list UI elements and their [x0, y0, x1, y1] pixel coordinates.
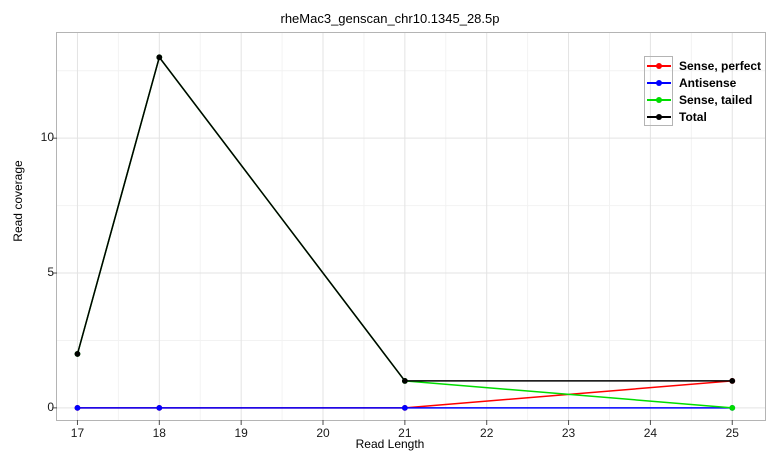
legend-line-marker-icon — [645, 108, 673, 125]
data-point — [156, 54, 163, 61]
x-tick-label: 17 — [70, 426, 85, 440]
x-tick-label: 21 — [398, 426, 412, 440]
x-tick-label: 24 — [643, 426, 658, 440]
x-tick-label: 20 — [316, 426, 330, 440]
legend-line-marker-icon — [645, 74, 673, 91]
legend-item: Sense, tailed — [645, 91, 761, 108]
series-antisense — [74, 404, 736, 411]
legend-item-label: Sense, tailed — [679, 92, 753, 107]
x-tick-label: 22 — [480, 426, 494, 440]
data-point — [74, 404, 81, 411]
data-point — [729, 377, 736, 384]
y-axis-tick-labels: 0 5 10 — [8, 0, 54, 460]
data-point — [401, 404, 408, 411]
axis-tick-marks — [52, 137, 733, 425]
legend-item-label: Antisense — [679, 75, 737, 90]
x-tick-label: 25 — [725, 426, 739, 440]
data-series-group — [74, 54, 736, 411]
legend-item-label: Sense, perfect — [679, 58, 762, 73]
chart-title: rheMac3_genscan_chr10.1345_28.5p — [280, 11, 500, 26]
legend-line-marker-icon — [645, 57, 673, 74]
legend: Sense, perfect Antisense Sense, tailed Tota… — [645, 57, 761, 125]
x-tick-label: 19 — [234, 426, 248, 440]
data-point — [156, 404, 163, 411]
data-point — [729, 404, 736, 411]
legend-line-marker-icon — [645, 91, 673, 108]
y-tick-label: 0 — [47, 399, 54, 414]
x-tick-label: 18 — [152, 426, 166, 440]
y-tick-label: 10 — [40, 130, 54, 145]
legend-item: Antisense — [645, 74, 761, 91]
minor-gridlines — [57, 33, 765, 420]
x-axis-title: Read Length — [355, 437, 425, 451]
panel-border — [56, 32, 766, 421]
data-point — [74, 351, 81, 357]
legend-item: Sense, perfect — [645, 57, 761, 74]
x-axis-tick-labels: 17 18 19 20 21 22 23 24 25 — [0, 426, 780, 446]
y-tick-label: 5 — [47, 265, 54, 280]
legend-item-label: Total — [679, 109, 707, 124]
series-total — [74, 54, 736, 384]
legend-item: Total — [645, 108, 761, 125]
x-tick-label: 23 — [561, 426, 576, 440]
data-point — [401, 377, 408, 384]
